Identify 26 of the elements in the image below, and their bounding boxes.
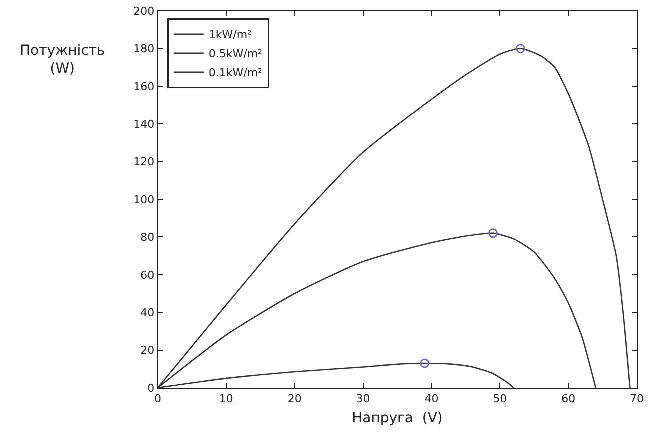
- x-tick-label: 50: [493, 392, 508, 406]
- y-tick-label: 200: [134, 4, 155, 18]
- y-tick-label: 20: [140, 344, 155, 358]
- x-tick-label: 40: [424, 392, 439, 406]
- x-tick-label: 30: [356, 392, 370, 406]
- y-tick-label: 140: [134, 118, 155, 131]
- y-tick-label: 160: [134, 80, 155, 94]
- y-tick-label: 120: [134, 156, 155, 169]
- y-axis-title: Потужність (W): [20, 43, 106, 78]
- x-tick-label: 70: [630, 392, 644, 406]
- x-tick-label: 20: [288, 392, 302, 406]
- x-axis-title: Напруга (V): [352, 410, 443, 427]
- y-tick-label: 80: [140, 231, 155, 244]
- y-tick-label: 60: [140, 268, 155, 282]
- y-tick-label: 100: [134, 193, 155, 206]
- point: [420, 358, 430, 368]
- point: [516, 44, 526, 54]
- legend-label: 0.5kW/m²: [208, 48, 262, 61]
- x-tick-label: 10: [219, 392, 234, 406]
- legend-label: 0.1kW/m²: [208, 66, 262, 80]
- legend-label: 1kW/m²: [208, 28, 252, 42]
- y-tick-label: 180: [134, 42, 155, 56]
- y-tick-label: 0: [148, 382, 155, 395]
- x-tick-label: 60: [562, 392, 576, 406]
- y-tick-label: 40: [140, 306, 155, 320]
- point: [488, 228, 498, 238]
